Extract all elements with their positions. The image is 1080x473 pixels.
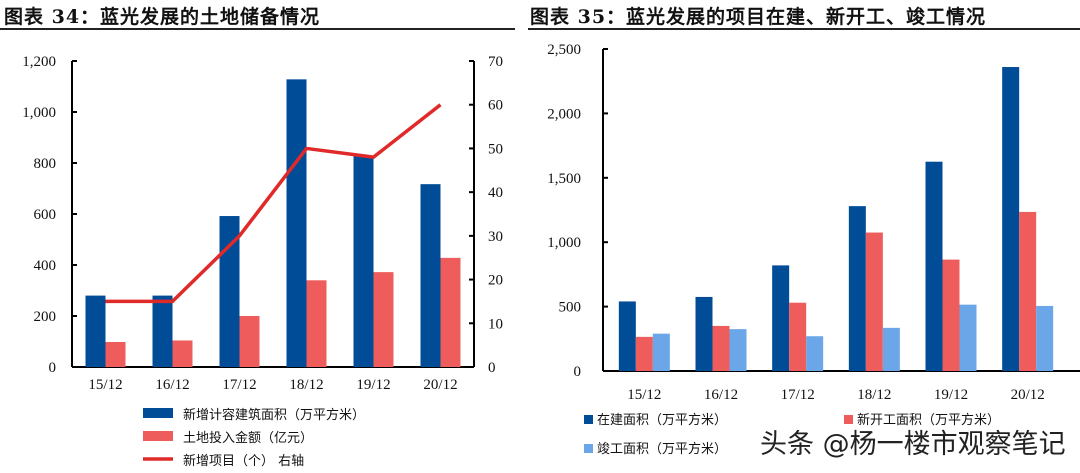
bar-completed (1036, 305, 1054, 371)
x-tick-label: 17/12 (781, 387, 815, 403)
bar-area (152, 295, 173, 367)
x-tick-label: 19/12 (934, 387, 968, 403)
bar-new-start (865, 232, 883, 371)
bar-amount (373, 272, 394, 367)
bar-under-construction (695, 296, 713, 371)
x-tick-label: 17/12 (222, 377, 256, 393)
left-tick-label: 600 (34, 207, 57, 223)
bar-amount (239, 316, 260, 367)
left-tick-label: 2,500 (547, 42, 581, 58)
legend-label: 在建面积（万平方米） (597, 412, 727, 428)
x-tick-label: 20/12 (1011, 387, 1045, 403)
chart2-title-rule (528, 28, 1080, 30)
bar-under-construction (848, 206, 866, 371)
chart1: 0 200 400 600 800 1,000 1,200 0 10 20 30 40 50 60 70 15… (22, 54, 503, 469)
right-tick-label: 0 (488, 360, 496, 376)
right-tick-label: 20 (488, 273, 503, 289)
bar-amount (306, 280, 327, 367)
bar-amount (440, 257, 461, 367)
legend-swatch (844, 415, 853, 424)
bar-new-start (789, 302, 807, 371)
bar-under-construction (618, 301, 636, 371)
x-tick-label: 18/12 (857, 387, 891, 403)
left-tick-label: 2,000 (547, 106, 581, 122)
bar-amount (105, 342, 126, 367)
x-tick-label: 16/12 (155, 377, 189, 393)
left-tick-label: 0 (574, 364, 582, 380)
left-tick-label: 800 (34, 156, 57, 172)
right-tick-label: 10 (488, 316, 503, 332)
bar-completed (806, 336, 824, 371)
bar-area (420, 184, 441, 367)
bar-completed (959, 304, 977, 371)
legend-label: 竣工面积（万平方米） (597, 441, 727, 457)
bar-under-construction (1002, 67, 1020, 372)
legend-label: 新开工面积（万平方米） (857, 412, 1000, 428)
left-tick-label: 0 (49, 360, 57, 376)
bar-amount (172, 340, 193, 367)
bar-completed (652, 333, 670, 371)
legend-label: 新增项目（个） 右轴 (183, 453, 304, 469)
line-new-projects (105, 103, 442, 304)
legend-swatch (584, 415, 593, 424)
left-tick-label: 1,500 (547, 171, 581, 187)
right-tick-label: 60 (488, 98, 503, 114)
right-tick-label: 70 (488, 54, 503, 70)
right-tick-label: 50 (488, 141, 503, 157)
legend-swatch (143, 408, 173, 418)
left-tick-label: 1,200 (22, 54, 56, 70)
legend-swatch (143, 431, 173, 441)
legend-label: 新增计容建筑面积（万平方米） (183, 407, 365, 423)
bar-area (219, 216, 240, 367)
x-tick-label: 20/12 (423, 377, 457, 393)
bar-under-construction (772, 265, 790, 371)
right-tick-label: 30 (488, 229, 503, 245)
x-tick-label: 15/12 (88, 377, 122, 393)
bar-area (286, 79, 307, 368)
right-tick-label: 40 (488, 185, 503, 201)
bar-under-construction (925, 161, 943, 371)
left-tick-label: 1,000 (22, 105, 56, 121)
chart1-title: 图表 34：蓝光发展的土地储备情况 (4, 6, 321, 28)
left-tick-label: 400 (34, 258, 57, 274)
x-tick-label: 16/12 (704, 387, 738, 403)
legend-label: 土地投入金额（亿元） (183, 430, 313, 446)
watermark: 头条 @杨一楼市观察笔记 (760, 429, 1066, 460)
left-tick-label: 200 (34, 309, 57, 325)
bar-area (85, 295, 106, 367)
bar-area (353, 156, 374, 367)
left-tick-label: 1,000 (547, 235, 581, 251)
x-tick-label: 15/12 (627, 387, 661, 403)
bar-new-start (1019, 211, 1037, 371)
bar-completed (882, 327, 900, 371)
bar-completed (729, 329, 747, 371)
bar-new-start (712, 325, 730, 371)
legend-swatch (584, 444, 593, 453)
x-tick-label: 19/12 (356, 377, 390, 393)
bar-new-start (635, 336, 653, 371)
bar-new-start (942, 259, 960, 371)
chart1-title-rule (0, 28, 515, 30)
x-tick-label: 18/12 (289, 377, 323, 393)
chart2-title: 图表 35：蓝光发展的项目在建、新开工、竣工情况 (530, 6, 987, 28)
left-tick-label: 500 (559, 300, 582, 316)
